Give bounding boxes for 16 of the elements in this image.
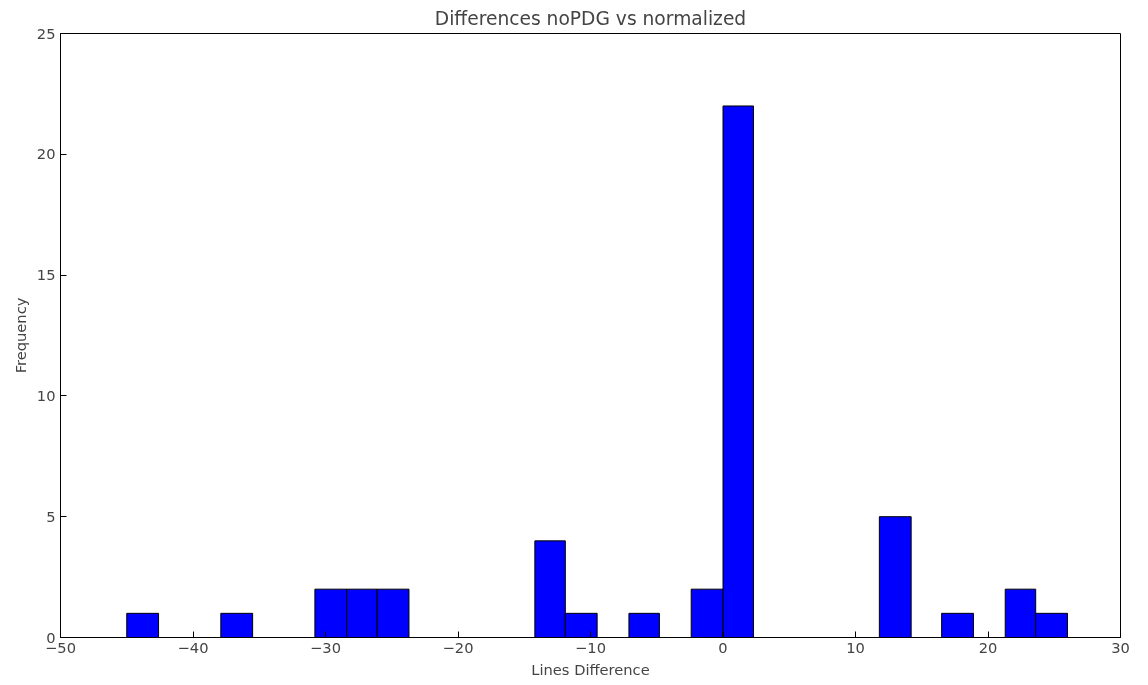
chart-title: Differences noPDG vs normalized: [434, 7, 747, 29]
y-tick-label: 5: [46, 507, 56, 525]
x-tick-label: −10: [575, 638, 606, 656]
y-axis-title: Frequency: [11, 297, 29, 374]
y-tick-label: 20: [36, 145, 56, 163]
x-tick-label: 0: [718, 638, 728, 656]
y-tick-label: 10: [36, 386, 56, 404]
x-tick-label: 10: [846, 638, 865, 656]
x-tick-label: −40: [177, 638, 209, 656]
y-tick-label: 15: [36, 266, 56, 284]
y-tick-label: 25: [36, 24, 56, 42]
x-axis-title: Lines Difference: [531, 660, 650, 678]
x-tick-label: 30: [1111, 638, 1130, 656]
x-tick-label: −20: [442, 638, 474, 656]
x-tick-label: 20: [978, 638, 998, 656]
x-tick-label: −30: [310, 638, 341, 656]
